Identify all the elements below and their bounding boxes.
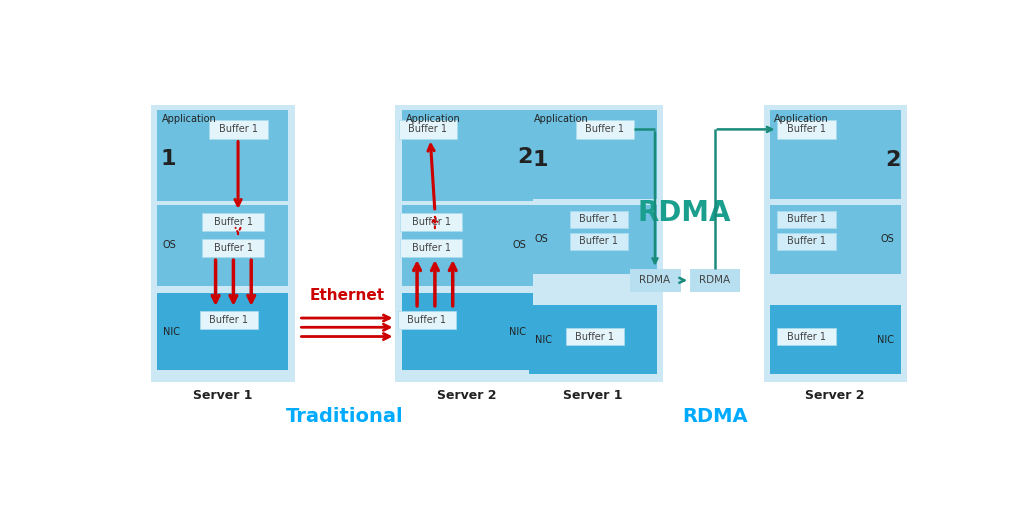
Text: Buffer 1: Buffer 1 [412,243,451,253]
Text: OS: OS [881,235,895,244]
Text: 2: 2 [517,147,532,167]
Text: Buffer 1: Buffer 1 [786,124,825,134]
Bar [770,305,901,374]
Bar [529,110,656,199]
Text: Server 1: Server 1 [563,388,623,401]
Text: Application: Application [407,114,461,124]
Bar [158,293,289,370]
Text: Buffer 1: Buffer 1 [218,124,258,134]
Bar [777,232,836,250]
Text: Buffer 1: Buffer 1 [214,243,253,253]
Text: Traditional: Traditional [286,407,403,426]
Bar [566,328,624,345]
Bar [400,240,462,257]
Text: Buffer 1: Buffer 1 [214,217,253,227]
Text: Buffer 1: Buffer 1 [579,236,617,246]
Text: OS: OS [163,240,176,250]
Text: NIC: NIC [163,327,180,337]
Bar [203,240,264,257]
Bar [523,105,663,382]
Text: Application: Application [535,113,589,124]
Text: Buffer 1: Buffer 1 [407,315,445,324]
Bar [777,328,836,345]
Text: Buffer 1: Buffer 1 [786,236,825,246]
Bar [200,311,258,329]
Bar [770,110,901,199]
Bar [209,120,267,139]
Text: Server 2: Server 2 [437,388,497,401]
Text: OS: OS [535,235,549,244]
Text: Buffer 1: Buffer 1 [786,332,825,342]
Bar [770,205,901,274]
Bar [401,110,532,201]
Bar [569,211,628,228]
Bar [401,205,532,285]
Bar [158,205,289,285]
Text: Server 2: Server 2 [805,388,864,401]
Bar [777,211,836,228]
Text: Ethernet: Ethernet [310,288,385,303]
Text: 1: 1 [532,150,548,170]
Text: 2: 2 [885,150,901,170]
Bar [690,269,740,292]
Bar [395,105,539,382]
Text: Application: Application [162,114,217,124]
Text: NIC: NIC [535,334,552,345]
Bar [529,305,656,374]
Text: Buffer 1: Buffer 1 [409,124,447,134]
Text: Buffer 1: Buffer 1 [575,332,614,342]
Text: Buffer 1: Buffer 1 [209,315,248,324]
Text: Application: Application [774,113,829,124]
Text: Buffer 1: Buffer 1 [786,214,825,225]
Bar [529,205,656,274]
Bar [401,293,532,370]
Text: RDMA: RDMA [638,199,731,227]
Text: Buffer 1: Buffer 1 [412,217,451,227]
Text: NIC: NIC [878,334,895,345]
Text: Buffer 1: Buffer 1 [579,214,617,225]
Bar [203,213,264,231]
Bar [569,232,628,250]
Text: Server 1: Server 1 [193,388,252,401]
Bar [777,120,836,139]
Text: OS: OS [513,240,526,250]
Bar [399,120,458,139]
Bar [764,105,907,382]
Bar [158,110,289,201]
Text: RDMA: RDMA [682,407,748,426]
Text: NIC: NIC [509,327,526,337]
Bar [397,311,456,329]
Bar [400,213,462,231]
Bar [630,269,681,292]
Text: Buffer 1: Buffer 1 [585,124,624,134]
Bar [575,120,634,139]
Text: RDMA: RDMA [699,275,730,285]
Bar [152,105,295,382]
Text: RDMA: RDMA [639,275,671,285]
Text: 1: 1 [161,149,176,170]
